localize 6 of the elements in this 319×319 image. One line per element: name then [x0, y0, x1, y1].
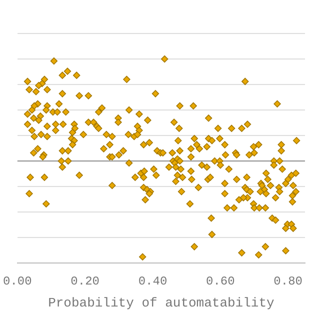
x-tick-label: 0.20 — [70, 274, 100, 288]
x-tick-label: 0.00 — [2, 274, 32, 288]
x-tick-label: 0.60 — [206, 274, 235, 288]
x-tick-label: 0.80 — [274, 274, 302, 288]
x-axis-title: Probability of automatability — [48, 296, 275, 311]
x-tick-label: 0.40 — [138, 274, 168, 288]
